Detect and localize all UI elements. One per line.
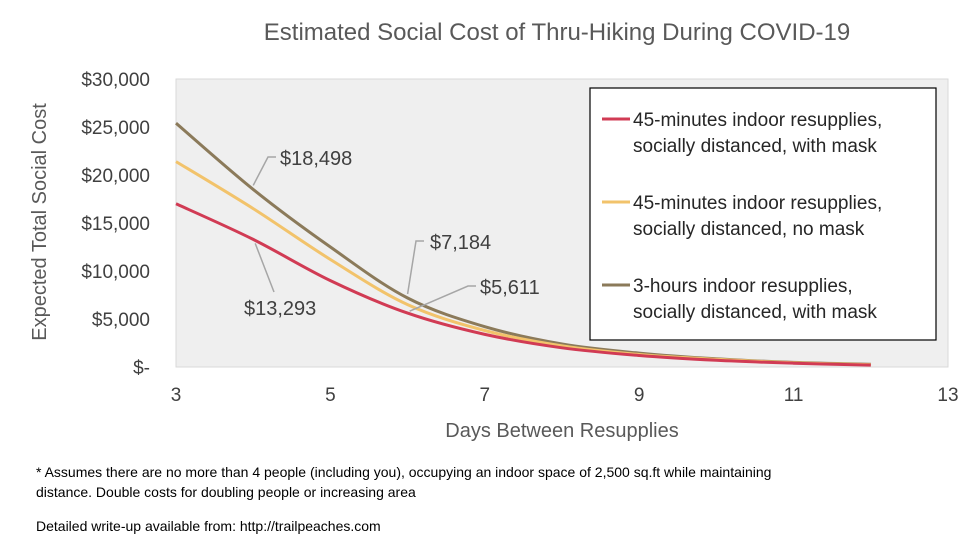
x-tick-label: 5 [325, 385, 336, 406]
x-tick-label: 11 [784, 385, 804, 406]
footnote-line: * Assumes there are no more than 4 peopl… [36, 464, 772, 480]
legend-label: 45-minutes indoor resupplies, [633, 110, 882, 131]
y-tick-label: $25,000 [81, 118, 150, 139]
annotation-leader [406, 240, 424, 295]
legend-label: 45-minutes indoor resupplies, [633, 193, 882, 214]
legend-label: socially distanced, with mask [633, 302, 877, 323]
annotation-leader [409, 285, 476, 312]
y-tick-label: $10,000 [81, 262, 150, 283]
y-tick-label: $20,000 [81, 166, 150, 187]
legend-label: socially distanced, with mask [633, 136, 877, 157]
legend-label: socially distanced, no mask [633, 219, 865, 240]
x-tick-label: 13 [937, 385, 958, 406]
x-tick-label: 7 [480, 385, 491, 406]
footnote-line: distance. Double costs for doubling peop… [36, 484, 416, 500]
line-chart: Estimated Social Cost of Thru-Hiking Dur… [29, 19, 959, 442]
x-tick-label: 9 [634, 385, 645, 406]
series-line [175, 202, 871, 367]
chart-title: Estimated Social Cost of Thru-Hiking Dur… [264, 19, 850, 46]
data-label: $18,498 [280, 148, 352, 170]
y-tick-label: $- [133, 358, 150, 379]
source-note: Detailed write-up available from: http:/… [36, 518, 381, 534]
data-label: $5,611 [480, 277, 540, 299]
x-axis-label: Days Between Resupplies [445, 420, 678, 442]
x-tick-label: 3 [171, 385, 182, 406]
legend-box [589, 87, 937, 341]
annotation-leader [252, 156, 276, 186]
y-tick-label: $30,000 [81, 70, 150, 91]
y-tick-label: $5,000 [92, 310, 150, 331]
annotation-leader [254, 243, 275, 293]
legend-label: 3-hours indoor resupplies, [633, 276, 853, 297]
y-axis-label: Expected Total Social Cost [29, 103, 51, 341]
y-tick-label: $15,000 [81, 214, 150, 235]
data-label: $13,293 [244, 298, 316, 320]
data-label: $7,184 [430, 232, 491, 254]
footnote: * Assumes there are no more than 4 peopl… [36, 462, 876, 502]
